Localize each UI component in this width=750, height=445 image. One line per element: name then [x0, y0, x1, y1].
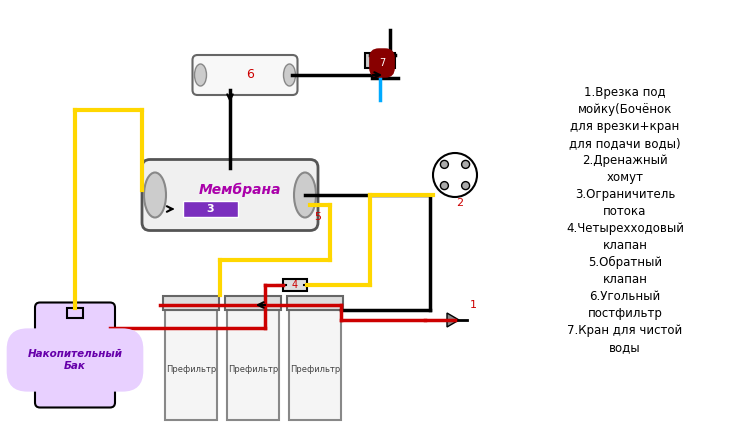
Polygon shape [447, 313, 459, 327]
Text: 1: 1 [470, 300, 476, 310]
Circle shape [440, 160, 448, 168]
Ellipse shape [284, 64, 296, 86]
Bar [182, 201, 238, 217]
Bar [283, 279, 307, 291]
Text: Мембрана: Мембрана [199, 183, 281, 197]
Circle shape [440, 182, 448, 190]
Circle shape [461, 182, 470, 190]
Circle shape [461, 160, 470, 168]
Bar [289, 310, 341, 420]
Bar [225, 296, 281, 310]
Bar [67, 307, 83, 317]
Text: 5: 5 [314, 212, 322, 222]
Bar [287, 296, 343, 310]
Text: 7: 7 [379, 58, 386, 68]
FancyBboxPatch shape [193, 55, 298, 95]
Text: 1.Врезка под
мойку(Бочёнок
для врезки+кран
для подачи воды)
2.Дренажный
хомут
3.: 1.Врезка под мойку(Бочёнок для врезки+кр… [566, 86, 684, 354]
Text: Префильтр: Префильтр [166, 365, 216, 375]
FancyBboxPatch shape [35, 303, 115, 408]
Text: 3: 3 [206, 204, 214, 214]
Ellipse shape [294, 173, 316, 218]
FancyBboxPatch shape [142, 159, 318, 231]
Text: Накопительный
Бак: Накопительный Бак [28, 349, 122, 371]
Bar [227, 310, 279, 420]
Bar [365, 53, 395, 68]
Text: Префильтр: Префильтр [228, 365, 278, 375]
Bar [165, 310, 217, 420]
Text: Префильтр: Префильтр [290, 365, 340, 375]
Bar [163, 296, 219, 310]
Ellipse shape [144, 173, 166, 218]
Ellipse shape [194, 64, 206, 86]
Text: 2: 2 [457, 198, 464, 208]
Text: 4: 4 [292, 280, 298, 290]
Text: 6: 6 [246, 69, 254, 81]
